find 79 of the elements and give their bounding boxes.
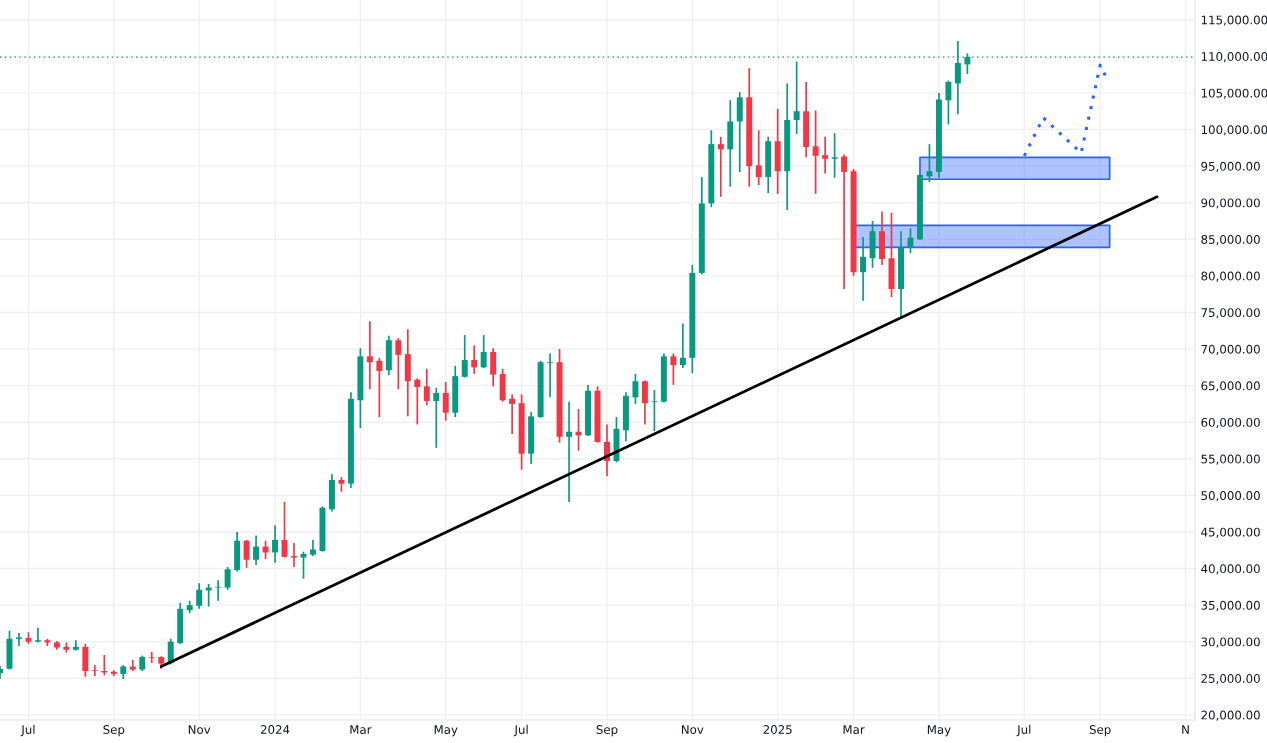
candlestick	[395, 337, 402, 391]
candlestick	[291, 542, 297, 568]
candlestick	[954, 40, 961, 115]
candlestick	[423, 367, 430, 407]
candlestick	[300, 550, 307, 580]
y-tick-label: 35,000.00	[1201, 600, 1260, 611]
x-tick-label: 2025	[763, 725, 792, 734]
y-tick-label: 25,000.00	[1201, 674, 1260, 685]
candlestick	[471, 344, 478, 375]
candlestick	[632, 373, 639, 405]
y-tick-label: 100,000.00	[1201, 125, 1267, 136]
x-tick-label: Nov	[681, 725, 704, 734]
y-tick-label: 95,000.00	[1201, 161, 1260, 172]
candlestick	[831, 132, 838, 179]
candlestick	[907, 227, 914, 255]
candlestick	[547, 352, 554, 399]
y-tick-label: 80,000.00	[1201, 271, 1260, 282]
candlestick	[34, 626, 41, 644]
x-tick-label: May	[927, 725, 951, 737]
candlestick	[945, 79, 952, 126]
candlestick	[148, 651, 155, 664]
candlestick	[566, 400, 573, 503]
y-tick-label: 75,000.00	[1201, 308, 1260, 319]
x-tick-label: May	[434, 725, 458, 737]
candlestick	[215, 579, 222, 602]
y-tick-label: 40,000.00	[1201, 564, 1260, 575]
candlestick	[755, 129, 762, 186]
candlestick	[641, 379, 648, 426]
y-tick-label: 70,000.00	[1201, 344, 1260, 355]
y-tick-label: 50,000.00	[1201, 491, 1260, 502]
candlestick	[822, 135, 829, 175]
candlestick	[841, 153, 848, 290]
candlestick	[490, 347, 497, 388]
candlestick	[651, 389, 658, 432]
candlestick	[442, 381, 449, 422]
candlestick	[461, 334, 468, 379]
candlestick	[272, 524, 279, 564]
candlestick	[366, 320, 373, 391]
candlestick	[91, 664, 98, 677]
x-tick-label: Jul	[513, 724, 528, 737]
candlestick	[376, 356, 383, 418]
candlestick	[433, 386, 440, 449]
candlestick	[509, 393, 516, 435]
x-tick-label: N	[1182, 725, 1189, 734]
candlestick	[480, 334, 487, 369]
candlestick	[196, 582, 203, 610]
candlestick	[224, 566, 231, 591]
x-tick-label: Jul	[1016, 724, 1031, 737]
candlestick	[414, 377, 421, 426]
candlestick	[15, 632, 22, 647]
y-tick-label: 115,000.00	[1201, 15, 1267, 26]
candlestick	[717, 135, 724, 198]
y-tick-label: 20,000.00	[1201, 710, 1260, 721]
candlestick	[812, 109, 819, 195]
y-tick-label: 110,000.00	[1201, 52, 1267, 63]
x-tick-label: Sep	[596, 725, 618, 737]
x-tick-label: Mar	[843, 725, 865, 734]
candlestick	[926, 143, 933, 184]
x-tick-label: Sep	[103, 725, 125, 737]
y-tick-label: 55,000.00	[1201, 454, 1260, 465]
y-tick-label: 85,000.00	[1201, 234, 1260, 246]
y-tick-label: 30,000.00	[1201, 637, 1260, 648]
candlestick	[281, 501, 288, 559]
y-tick-label: 60,000.00	[1201, 417, 1260, 429]
candlestick	[670, 352, 677, 386]
y-tick-label: 45,000.00	[1201, 527, 1260, 538]
candlestick	[679, 322, 686, 369]
candlestick	[243, 539, 250, 569]
y-tick-label: 105,000.00	[1201, 88, 1267, 99]
candlestick	[253, 534, 260, 566]
candlestick	[793, 60, 800, 135]
x-tick-label: Mar	[350, 725, 372, 734]
x-tick-label: Nov	[188, 725, 211, 734]
candlestick	[860, 236, 867, 302]
x-tick-label: 2024	[260, 725, 290, 734]
x-tick-label: Jul	[20, 724, 35, 737]
y-tick-label: 90,000.00	[1201, 198, 1260, 209]
x-tick-label: Sep	[1089, 725, 1111, 737]
y-tick-label: 65,000.00	[1201, 381, 1260, 392]
